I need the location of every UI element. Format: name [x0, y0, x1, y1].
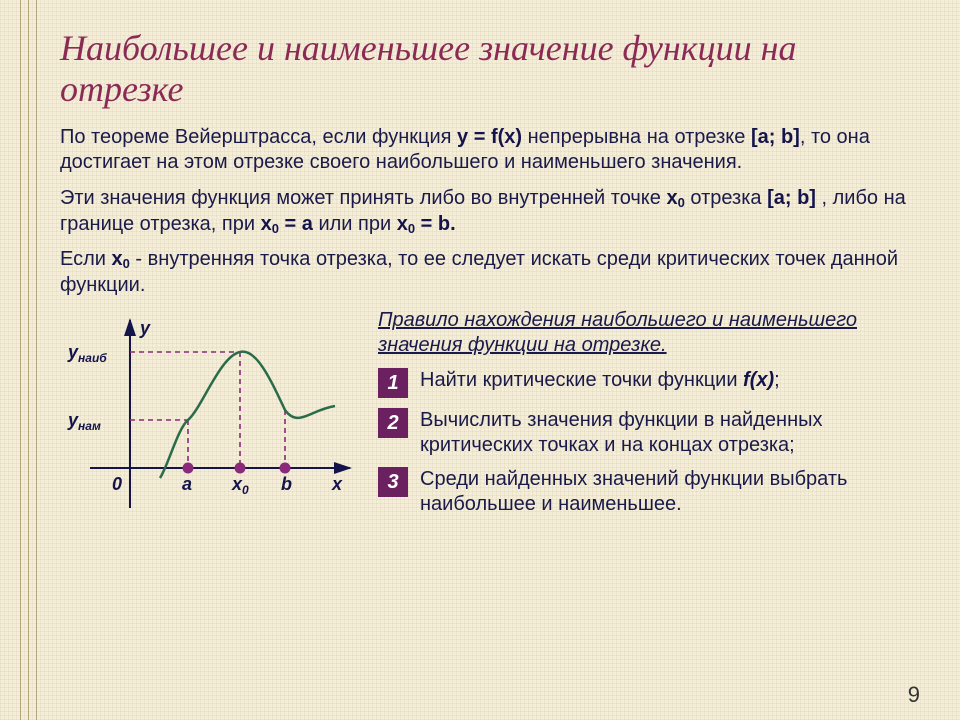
- text: или при: [313, 213, 397, 235]
- eq-x0a: x0 = a: [261, 213, 313, 235]
- svg-text:yнам: yнам: [67, 410, 101, 433]
- text: Эти значения функция может принять либо …: [60, 187, 666, 209]
- chart-area: yx0ax0byнаибyнам: [60, 308, 360, 526]
- svg-text:yнаиб: yнаиб: [67, 342, 107, 365]
- text: - внутренняя точка отрезка, то ее следуе…: [60, 248, 898, 296]
- step-number: 2: [378, 408, 408, 438]
- formula-fx: f(x): [743, 369, 774, 391]
- step-number: 3: [378, 467, 408, 497]
- svg-text:x0: x0: [231, 474, 249, 497]
- page-number: 9: [908, 682, 920, 708]
- critical-paragraph: Если x0 - внутренняя точка отрезка, то е…: [60, 247, 910, 298]
- x0: x0: [666, 187, 684, 209]
- text: По теореме Вейерштрасса, если функция: [60, 126, 457, 148]
- text: отрезка: [685, 187, 767, 209]
- function-chart: yx0ax0byнаибyнам: [60, 308, 360, 518]
- step-text: Среди найденных значений функции выбрать…: [420, 467, 910, 516]
- interval-ab: [a; b]: [767, 187, 816, 209]
- rule-column: Правило нахождения наибольшего и наимень…: [378, 308, 910, 526]
- svg-text:a: a: [182, 474, 192, 494]
- theorem-paragraph: По теореме Вейерштрасса, если функция y …: [60, 125, 910, 176]
- svg-text:b: b: [281, 474, 292, 494]
- step-number: 1: [378, 368, 408, 398]
- x0: x0: [112, 248, 130, 270]
- text: Если: [60, 248, 112, 270]
- margin-rule: [20, 0, 21, 720]
- rule-title: Правило нахождения наибольшего и наимень…: [378, 308, 910, 358]
- svg-text:y: y: [139, 318, 151, 338]
- slide-content: Наибольшее и наименьшее значение функции…: [0, 0, 960, 546]
- step-2: 2 Вычислить значения функции в найденных…: [378, 408, 910, 457]
- interval-ab: [a; b]: [751, 126, 800, 148]
- step-1: 1 Найти критические точки функции f(x);: [378, 368, 910, 398]
- formula-fx: y = f(x): [457, 126, 522, 148]
- margin-rule: [36, 0, 37, 720]
- margin-rule: [28, 0, 29, 720]
- location-paragraph: Эти значения функция может принять либо …: [60, 186, 910, 237]
- step-text: Вычислить значения функции в найденных к…: [420, 408, 910, 457]
- svg-text:x: x: [331, 474, 343, 494]
- eq-x0b: x0 = b.: [397, 213, 456, 235]
- step-text: Найти критические точки функции f(x);: [420, 368, 780, 392]
- svg-text:0: 0: [112, 474, 122, 494]
- text: непрерывна на отрезке: [522, 126, 751, 148]
- step-3: 3 Среди найденных значений функции выбра…: [378, 467, 910, 516]
- slide-title: Наибольшее и наименьшее значение функции…: [60, 28, 910, 111]
